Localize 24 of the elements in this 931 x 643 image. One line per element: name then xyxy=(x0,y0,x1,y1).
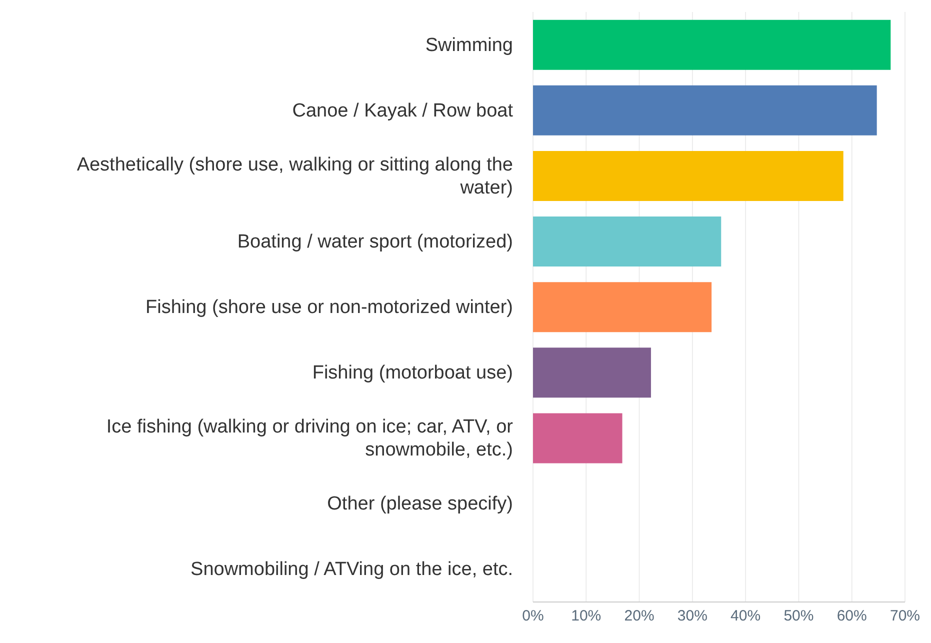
bar xyxy=(533,282,712,332)
x-tick-label: 0% xyxy=(522,608,544,625)
x-tick-label: 10% xyxy=(571,608,602,625)
y-tick-label: Canoe / Kayak / Row boat xyxy=(292,100,514,121)
bar xyxy=(533,150,844,201)
bar xyxy=(533,85,877,136)
y-tick-label: Ice fishing (walking or driving on ice; car, ATV, or snowmobile, etc.) xyxy=(106,416,514,460)
bar xyxy=(533,20,891,70)
y-tick-label: Aesthetically (shore use, walking or sitting along the water) xyxy=(76,154,513,198)
y-tick-label: Snowmobiling / ATVing on the ice, etc. xyxy=(190,558,513,580)
x-tick-label: 40% xyxy=(730,608,761,625)
bar xyxy=(533,413,622,464)
x-tick-label: 50% xyxy=(784,608,814,625)
bar xyxy=(533,348,651,398)
x-tick-label: 70% xyxy=(890,608,920,625)
y-tick-label: Boating / water sport (motorized) xyxy=(237,230,513,252)
y-tick-label: Swimming xyxy=(425,34,513,56)
x-tick-label: 30% xyxy=(677,608,708,625)
bar xyxy=(533,216,722,267)
y-tick-label: Fishing (shore use or non-motorized winter) xyxy=(146,296,513,318)
x-tick-label: 60% xyxy=(836,608,867,625)
y-tick-label: Fishing (motorboat use) xyxy=(312,362,513,384)
y-tick-label: Other (please specify) xyxy=(327,493,513,514)
x-tick-label: 20% xyxy=(624,608,654,625)
